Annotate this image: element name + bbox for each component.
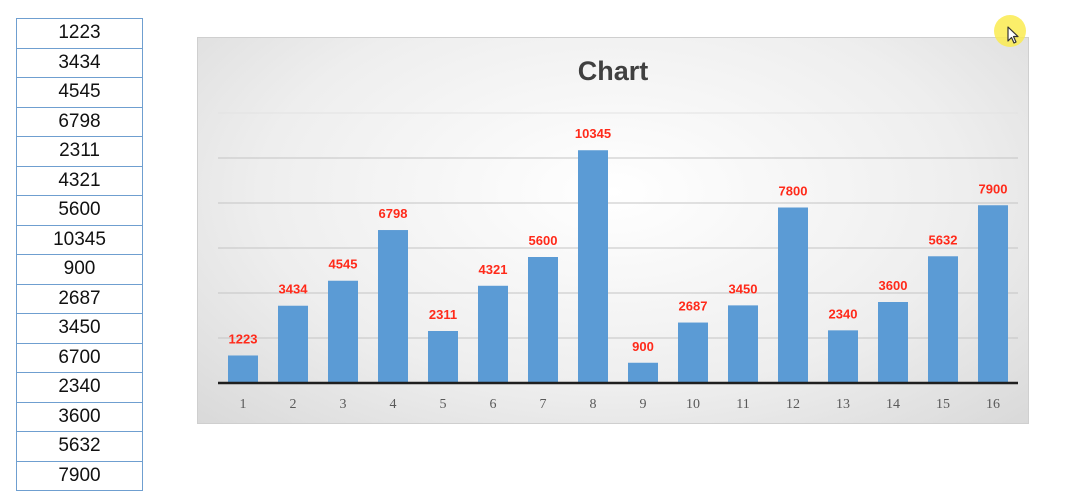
x-tick-label: 10 — [686, 397, 700, 412]
bar[interactable] — [978, 205, 1008, 383]
x-tick-label: 3 — [340, 397, 347, 412]
x-tick-label: 2 — [290, 397, 297, 412]
x-tick-label: 14 — [886, 397, 900, 412]
x-tick-label: 15 — [936, 397, 950, 412]
bar[interactable] — [428, 331, 458, 383]
x-tick-label: 12 — [786, 397, 800, 412]
data-label: 2340 — [829, 306, 858, 321]
x-tick-label: 1 — [240, 397, 247, 412]
bar[interactable] — [478, 285, 508, 383]
x-tick-label: 7 — [540, 397, 547, 412]
data-column: 1223 3434 4545 6798 2311 4321 5600 10345 900 2687… — [16, 18, 143, 491]
data-label: 7900 — [979, 181, 1008, 196]
data-cell[interactable]: 4321 — [17, 167, 142, 196]
data-cell[interactable]: 2687 — [17, 285, 142, 314]
bar[interactable] — [728, 305, 758, 383]
data-label: 3450 — [729, 281, 758, 296]
data-label: 900 — [632, 339, 654, 354]
bar[interactable] — [278, 305, 308, 383]
data-cell[interactable]: 6798 — [17, 108, 142, 137]
data-cell[interactable]: 2311 — [17, 137, 142, 167]
bar[interactable] — [628, 362, 658, 383]
x-tick-label: 5 — [440, 397, 447, 412]
x-tick-label: 13 — [836, 397, 850, 412]
x-tick-label: 4 — [390, 397, 397, 412]
x-tick-label: 9 — [640, 397, 647, 412]
data-label: 3600 — [879, 278, 908, 293]
data-cell[interactable]: 5632 — [17, 432, 142, 462]
data-label: 2687 — [679, 299, 708, 314]
data-label: 2311 — [429, 307, 457, 322]
x-tick-label: 16 — [986, 397, 1000, 412]
bar[interactable] — [378, 230, 408, 383]
x-tick-label: 6 — [490, 397, 497, 412]
data-label: 5632 — [929, 232, 958, 247]
bar[interactable] — [878, 302, 908, 383]
data-label: 4545 — [329, 257, 358, 272]
data-cell[interactable]: 5600 — [17, 196, 142, 226]
data-cell[interactable]: 3434 — [17, 49, 142, 78]
bar[interactable] — [778, 207, 808, 384]
data-cell[interactable]: 6700 — [17, 344, 142, 373]
bar[interactable] — [228, 355, 258, 383]
bar[interactable] — [578, 150, 608, 383]
bar[interactable] — [528, 257, 558, 383]
data-cell[interactable]: 1223 — [17, 18, 142, 49]
bar[interactable] — [328, 280, 358, 383]
bar[interactable] — [828, 330, 858, 383]
data-cell[interactable]: 7900 — [17, 462, 142, 491]
bar[interactable] — [928, 256, 958, 383]
bar[interactable] — [678, 322, 708, 383]
data-label: 4321 — [479, 262, 508, 277]
plot-area: 1223134342454536798423115432165600710345… — [218, 112, 1018, 412]
data-label: 3434 — [279, 282, 309, 297]
data-label: 7800 — [779, 184, 808, 199]
data-label: 1223 — [229, 331, 258, 346]
x-tick-label: 8 — [590, 397, 597, 412]
data-label: 5600 — [529, 233, 558, 248]
chart[interactable]: Chart 1223 1 3434 2 4545 3 6798 4 2311 5 4321 6 5600… — [197, 37, 1029, 424]
data-cell[interactable]: 900 — [17, 255, 142, 285]
data-cell[interactable]: 3450 — [17, 314, 142, 344]
data-cell[interactable]: 10345 — [17, 226, 142, 255]
mouse-cursor-icon — [1007, 26, 1019, 44]
data-label: 10345 — [575, 126, 611, 141]
data-label: 6798 — [379, 206, 408, 221]
x-tick-label: 11 — [736, 397, 749, 412]
data-cell[interactable]: 4545 — [17, 78, 142, 108]
chart-title: Chart — [577, 56, 649, 86]
data-cell[interactable]: 3600 — [17, 403, 142, 432]
data-cell[interactable]: 2340 — [17, 373, 142, 403]
